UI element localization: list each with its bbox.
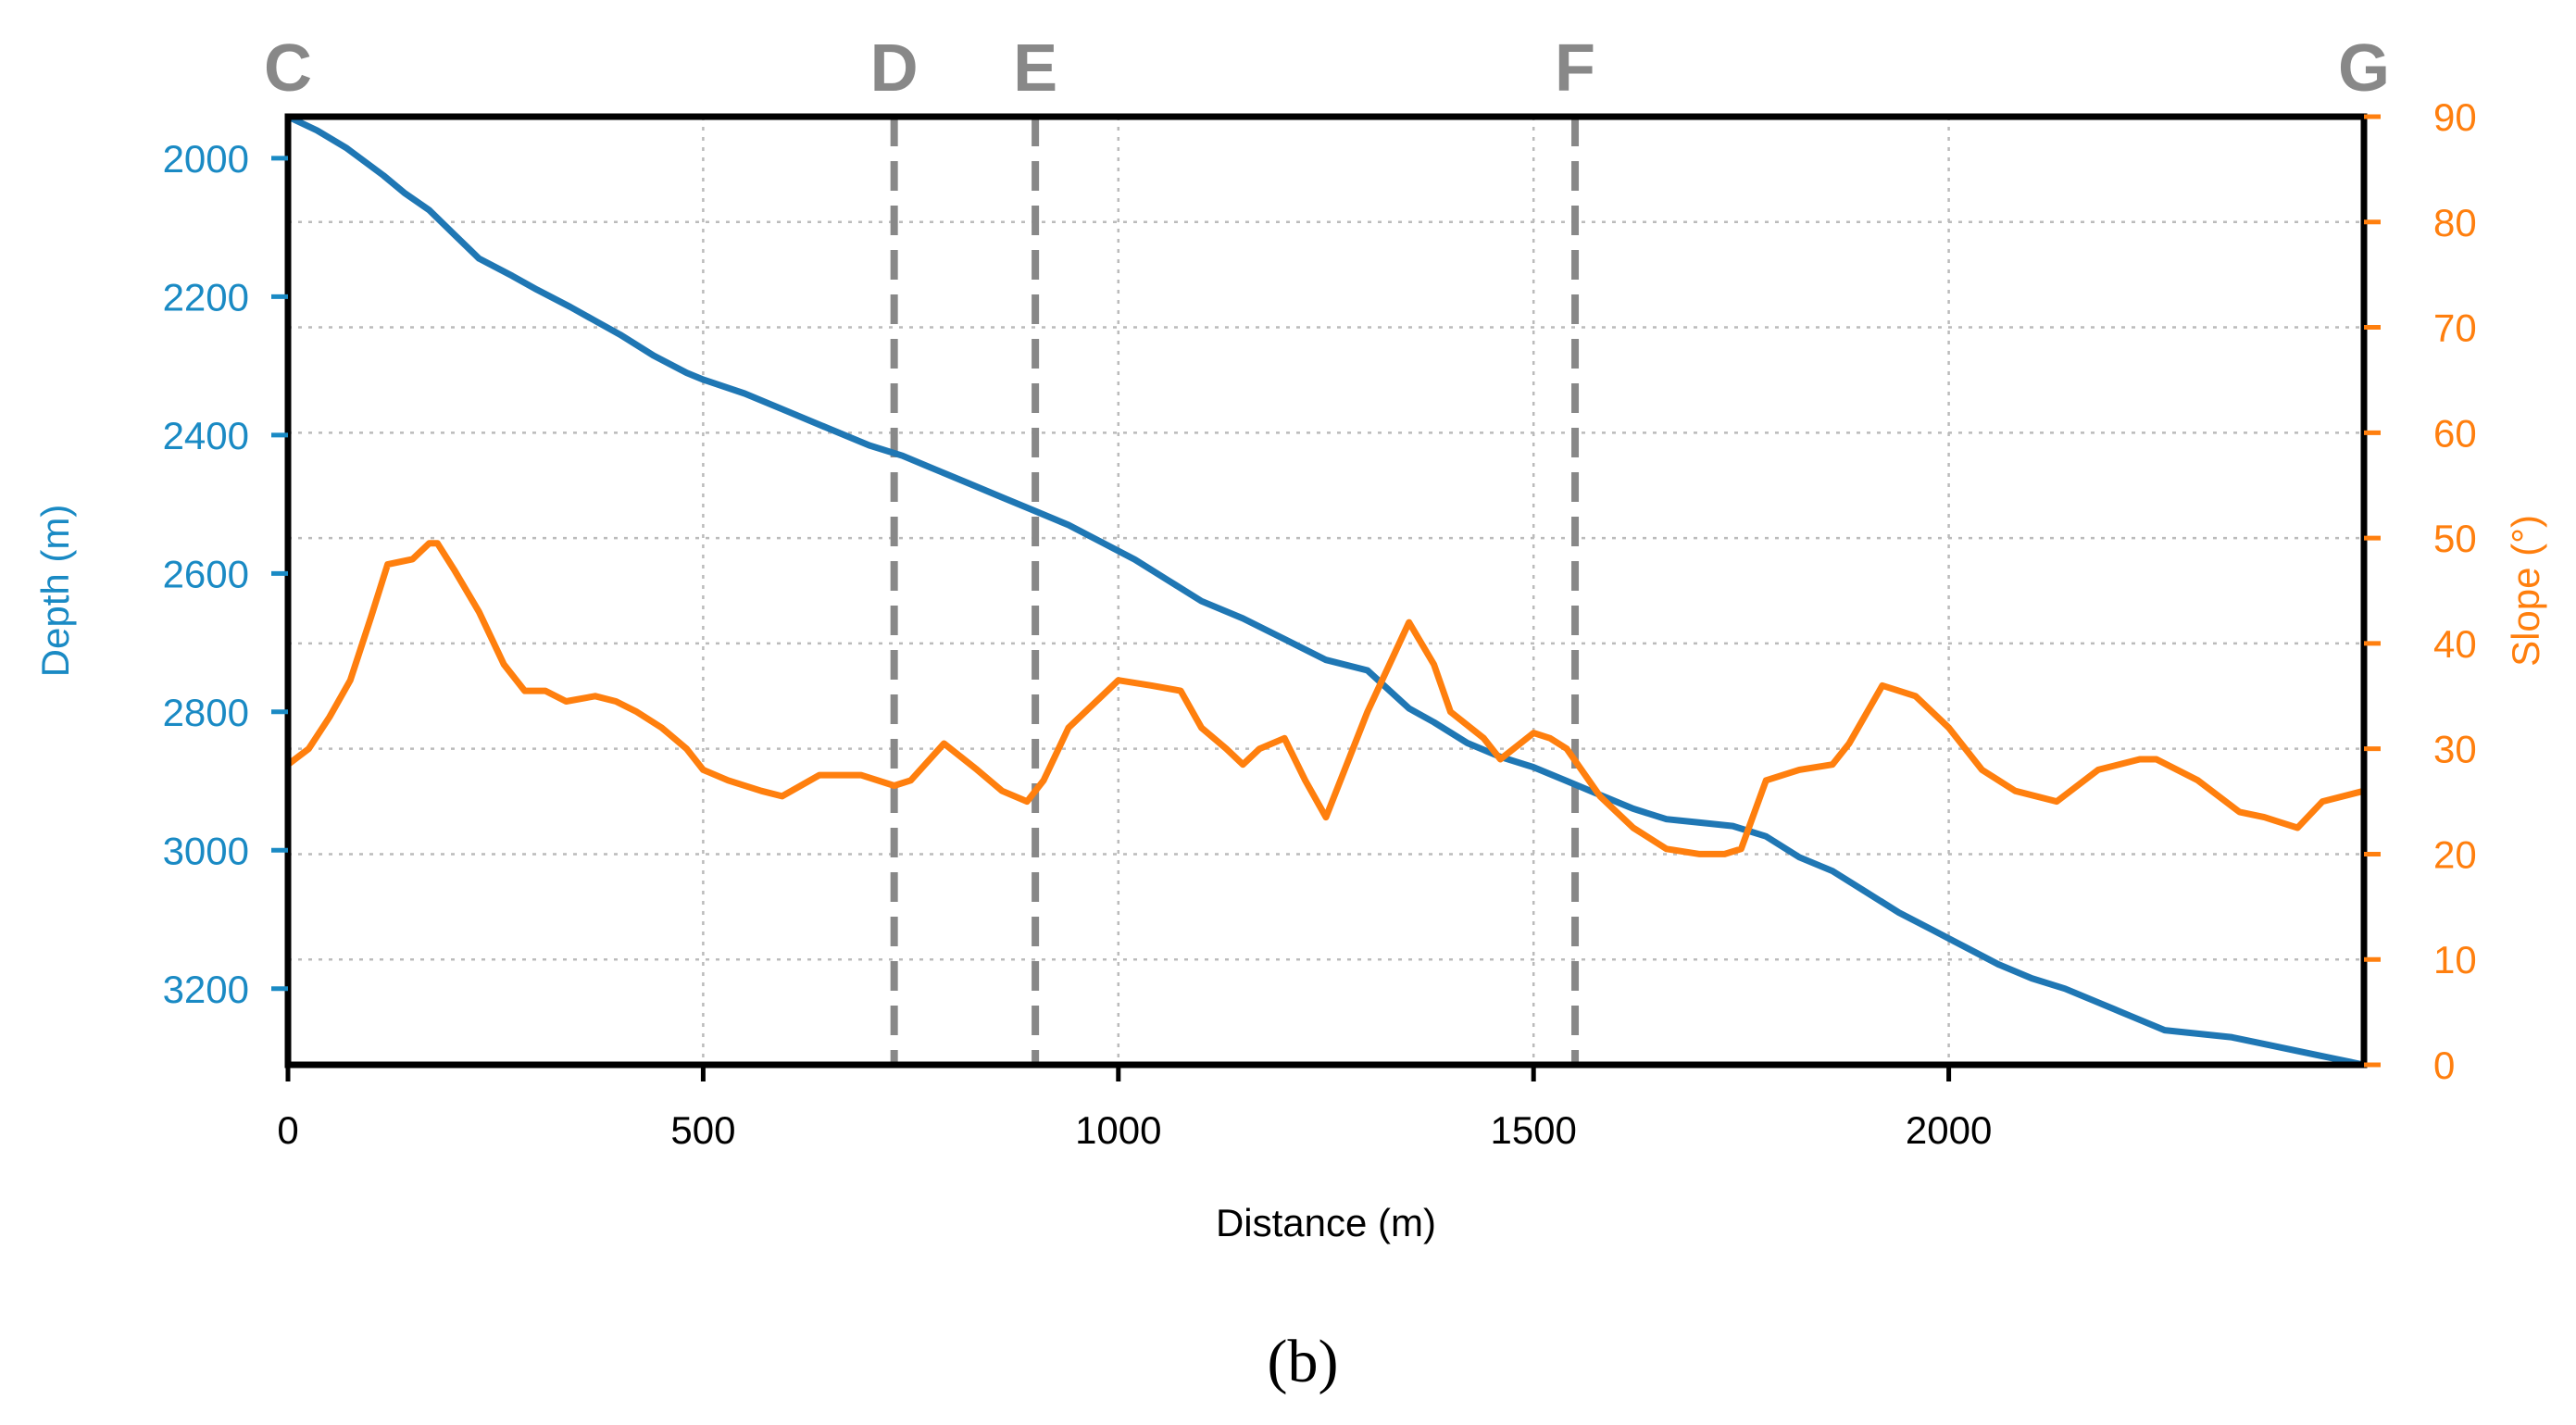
x-tick-label: 0 <box>277 1108 298 1152</box>
x-tick-label: 500 <box>670 1108 735 1152</box>
right-y-tick-label: 30 <box>2433 728 2477 771</box>
right-y-tick-label: 70 <box>2433 306 2477 350</box>
panel-label: (b) <box>1268 1328 1339 1395</box>
slope-series-line <box>284 540 2368 857</box>
left-y-tick-label: 2800 <box>163 691 249 734</box>
axes: 0 500 1000 1500 2000200022002400260028003000… <box>163 95 2477 1152</box>
right-y-tick-label: 10 <box>2433 938 2477 981</box>
left-y-tick-label: 3200 <box>163 968 249 1011</box>
right-y-tick-label: 90 <box>2433 95 2477 139</box>
x-tick-label: 1000 <box>1075 1108 1161 1152</box>
grid <box>288 117 2364 1065</box>
x-tick-label: 2000 <box>1906 1108 1992 1152</box>
right-y-axis-title: Slope (°) <box>2504 515 2547 667</box>
right-y-tick-label: 50 <box>2433 517 2477 560</box>
section-markers <box>890 117 1580 1065</box>
left-y-tick-label: 2000 <box>163 137 249 181</box>
left-y-axis-title: Depth (m) <box>33 505 77 678</box>
right-y-tick-label: 20 <box>2433 832 2477 876</box>
left-y-tick-label: 2600 <box>163 552 249 595</box>
marker-label-f: F <box>1555 31 1595 106</box>
depth-series-line <box>284 113 2368 1069</box>
right-y-tick-label: 0 <box>2433 1044 2455 1087</box>
marker-label-g: G <box>2338 31 2390 106</box>
x-tick-label: 1500 <box>1490 1108 1576 1152</box>
right-y-tick-label: 80 <box>2433 201 2477 244</box>
left-y-tick-label: 2400 <box>163 414 249 457</box>
left-y-tick-label: 2200 <box>163 275 249 319</box>
right-y-tick-label: 60 <box>2433 411 2477 455</box>
marker-label-e: E <box>1013 31 1057 106</box>
x-axis-title: Distance (m) <box>1216 1201 1436 1244</box>
right-y-tick-label: 40 <box>2433 622 2477 666</box>
marker-label-d: D <box>870 31 919 106</box>
plot-frame <box>284 113 2368 1069</box>
section-marker-labels: C D E F G <box>264 31 2390 106</box>
series <box>284 113 2368 1069</box>
left-y-tick-label: 3000 <box>163 829 249 872</box>
marker-label-c: C <box>264 31 312 106</box>
